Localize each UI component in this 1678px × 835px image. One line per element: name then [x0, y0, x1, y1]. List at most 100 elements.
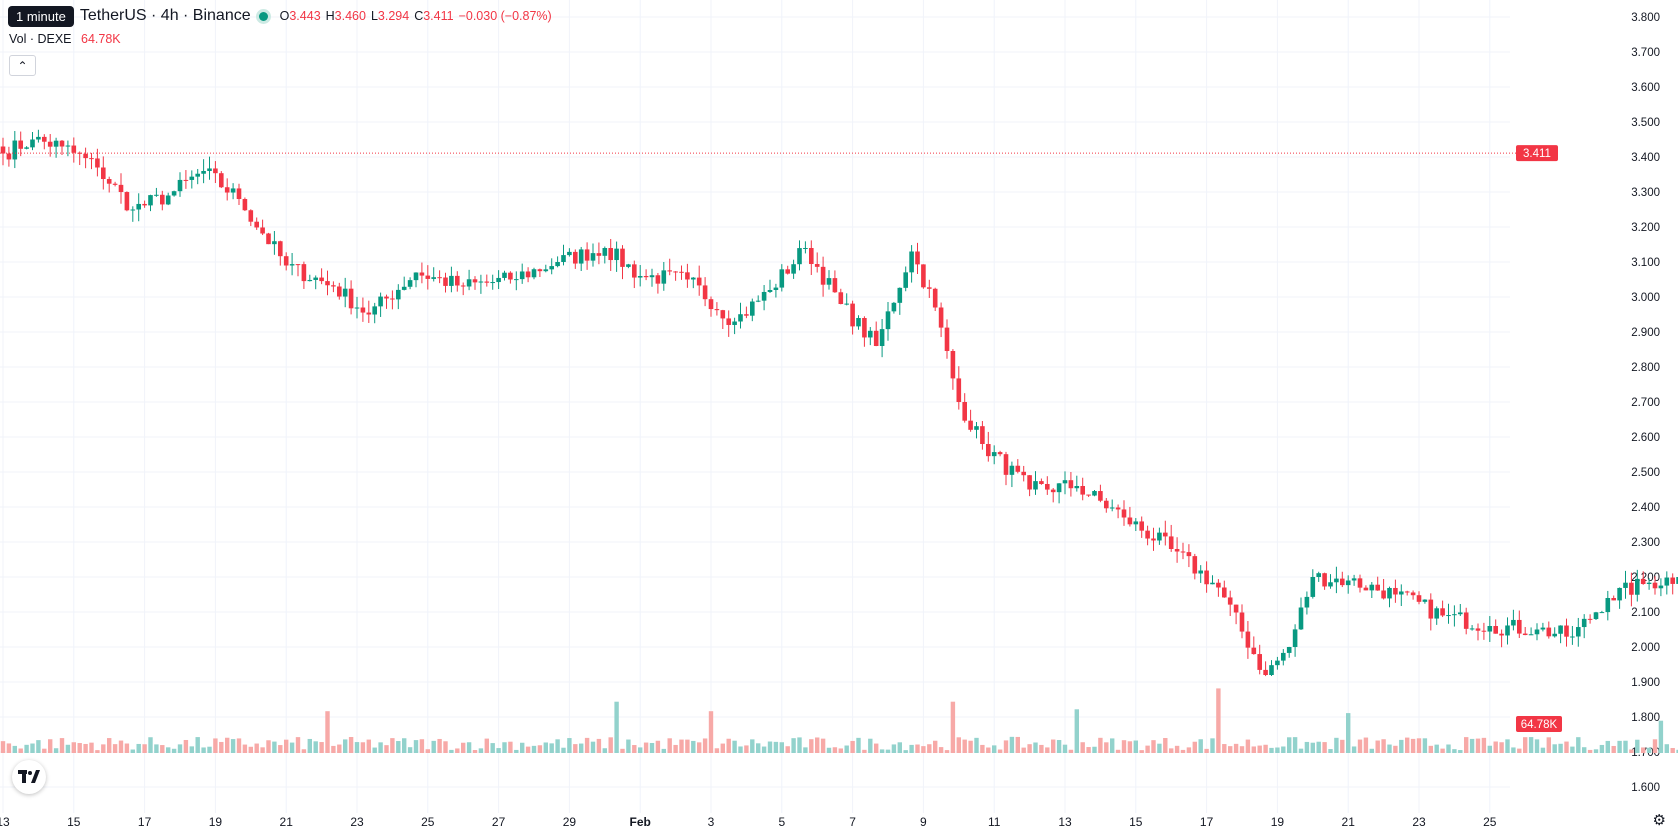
- candle-body: [242, 199, 248, 211]
- candle: [791, 259, 796, 279]
- price-tick-label: 2.400: [1631, 502, 1660, 514]
- volume-bar: [744, 745, 749, 753]
- volume-bar: [1469, 738, 1475, 753]
- volume-bar: [1068, 749, 1074, 753]
- candle-body: [443, 277, 448, 286]
- volume-bar: [1304, 741, 1310, 753]
- candle: [1151, 527, 1156, 551]
- time-tick-label: 9: [920, 815, 927, 829]
- candle: [1163, 520, 1168, 546]
- candle: [720, 309, 726, 329]
- candle: [856, 315, 861, 330]
- price-axis[interactable]: 3.800 3.700 3.600 3.500 3.400 3.300 3.200 3.100…: [1631, 12, 1660, 794]
- candle: [956, 366, 962, 410]
- volume-bar: [65, 744, 71, 753]
- candle-body: [1363, 587, 1369, 591]
- tradingview-logo[interactable]: [12, 760, 46, 794]
- candle: [136, 193, 141, 222]
- candle: [1186, 544, 1192, 568]
- price-tick-label: 3.000: [1631, 292, 1660, 304]
- volume-bar: [649, 742, 655, 753]
- volume-bar: [213, 738, 218, 753]
- candle-body: [1021, 471, 1026, 476]
- time-tick-label: 3: [708, 815, 715, 829]
- candle-body: [18, 140, 23, 149]
- candle-body: [413, 272, 419, 281]
- candle-body: [873, 330, 879, 346]
- volume-bar: [820, 738, 826, 753]
- market-open-dot-icon: [258, 11, 268, 21]
- candle: [514, 271, 519, 291]
- candle-body: [1068, 480, 1074, 489]
- time-tick-label: 5: [778, 815, 785, 829]
- candle-body: [189, 176, 195, 180]
- volume-bar: [1003, 740, 1009, 753]
- candle-body: [1310, 577, 1316, 597]
- candle: [785, 265, 790, 275]
- candle: [1393, 579, 1398, 603]
- volume-bar: [413, 740, 419, 753]
- volume-bar: [702, 738, 708, 753]
- volume-legend[interactable]: Vol · DEXE 64.78K: [9, 32, 121, 46]
- candle-body: [396, 289, 401, 300]
- candle-body: [490, 282, 495, 284]
- volume-bar: [1375, 740, 1380, 753]
- symbol-title[interactable]: TetherUS · 4h · Binance: [79, 7, 251, 24]
- candle: [455, 271, 460, 292]
- candle: [1599, 610, 1605, 614]
- candle-body: [219, 173, 224, 188]
- candle-body: [1658, 585, 1664, 589]
- volume-bar: [71, 742, 76, 753]
- candle: [649, 268, 655, 287]
- candle: [862, 316, 867, 347]
- volume-bar: [1169, 748, 1174, 753]
- candle: [1080, 477, 1085, 501]
- candle-body: [1540, 627, 1546, 630]
- volume-bar: [242, 744, 248, 753]
- volume-bar: [325, 711, 330, 753]
- last-price-label: 3.411: [1523, 148, 1551, 160]
- candle-body: [519, 271, 525, 280]
- candle: [974, 421, 979, 439]
- candle: [154, 187, 159, 197]
- candle: [1328, 574, 1333, 589]
- time-tick-label: 19: [1271, 815, 1285, 829]
- collapse-legend-button[interactable]: ⌃: [9, 55, 36, 76]
- interval-badge[interactable]: 1 minute: [8, 5, 74, 27]
- candle-body: [1499, 633, 1504, 636]
- time-axis[interactable]: 13 15 17 19 21 23 25 27 29 Feb 3 5 7 9 11 13 15 17 19 21 23 2…: [0, 815, 1497, 829]
- candle: [396, 284, 401, 310]
- volume-bar: [502, 742, 507, 753]
- candle-body: [59, 140, 65, 147]
- volume-bar: [1157, 743, 1162, 753]
- candle-body: [785, 269, 790, 274]
- candle-body: [696, 277, 702, 286]
- candle: [1581, 614, 1587, 639]
- volume-bar: [1110, 738, 1115, 753]
- candle: [59, 140, 65, 155]
- volume-bar: [248, 746, 253, 753]
- volume-bar: [832, 747, 838, 753]
- candle-body: [525, 271, 531, 278]
- volume-bar: [732, 740, 737, 753]
- candle: [148, 194, 153, 212]
- volume-bar: [1434, 744, 1439, 753]
- gear-icon[interactable]: ⚙: [1652, 812, 1666, 829]
- candle-body: [1576, 627, 1581, 637]
- candle-body: [1163, 532, 1168, 537]
- candle: [549, 258, 554, 275]
- candle-body: [1109, 507, 1115, 509]
- volume-bar: [384, 745, 389, 753]
- price-tick-label: 2.500: [1631, 467, 1660, 479]
- candles[interactable]: [0, 109, 1678, 677]
- candle: [1245, 621, 1251, 659]
- candle-body: [1086, 494, 1091, 496]
- candle: [171, 190, 177, 197]
- volume-bar: [1151, 740, 1156, 753]
- volume-bar: [1233, 743, 1239, 753]
- candle: [1416, 591, 1422, 605]
- volume-bar: [750, 739, 755, 753]
- candle-body: [561, 255, 566, 262]
- candle: [12, 131, 18, 169]
